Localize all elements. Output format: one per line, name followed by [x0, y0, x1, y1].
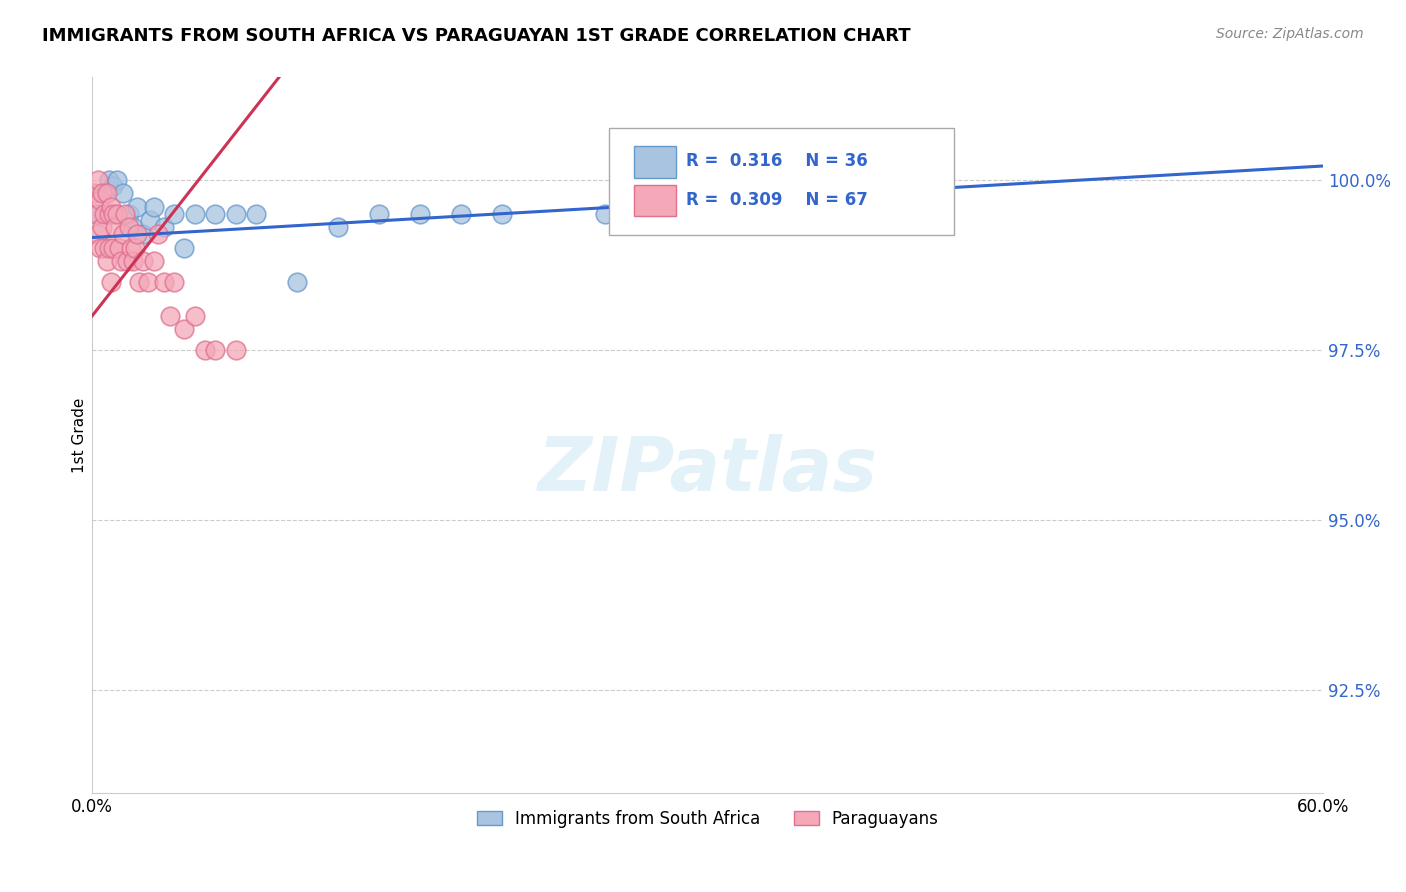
Point [114, 207, 136, 221]
Point [87, 227, 110, 241]
FancyBboxPatch shape [634, 146, 676, 178]
Point [136, 275, 159, 289]
Point [328, 220, 350, 235]
Point [153, 220, 176, 235]
Point [146, 227, 169, 241]
Point [127, 227, 149, 241]
Point [132, 227, 155, 241]
Point [84, 207, 107, 221]
Point [89, 193, 111, 207]
Point [122, 254, 145, 268]
Point [159, 309, 181, 323]
Point [101, 241, 124, 255]
Point [105, 172, 128, 186]
Point [173, 322, 195, 336]
Point [194, 343, 217, 357]
Point [225, 343, 247, 357]
Point [204, 343, 226, 357]
Point [100, 275, 122, 289]
Point [91, 186, 114, 201]
Point [115, 254, 138, 268]
Point [124, 241, 146, 255]
Point [100, 200, 122, 214]
Point [93, 207, 115, 221]
Point [696, 207, 718, 221]
Point [184, 207, 207, 221]
Point [101, 179, 124, 194]
FancyBboxPatch shape [634, 185, 676, 216]
Point [225, 207, 247, 221]
Point [122, 220, 145, 235]
Point [96, 186, 118, 201]
Point [163, 275, 186, 289]
Point [153, 275, 176, 289]
Legend: Immigrants from South Africa, Paraguayans: Immigrants from South Africa, Paraguayan… [470, 803, 945, 834]
Point [120, 241, 142, 255]
Point [118, 220, 141, 235]
Point [142, 200, 165, 214]
Point [593, 207, 616, 221]
Point [142, 254, 165, 268]
Y-axis label: 1st Grade: 1st Grade [72, 397, 87, 473]
Point [245, 207, 267, 221]
Point [89, 241, 111, 255]
Point [138, 213, 160, 227]
Point [97, 241, 120, 255]
Point [901, 159, 924, 173]
Point [118, 207, 141, 221]
Point [132, 254, 155, 268]
Text: Source: ZipAtlas.com: Source: ZipAtlas.com [1216, 27, 1364, 41]
Text: R =  0.316    N = 36: R = 0.316 N = 36 [686, 153, 868, 170]
Point [101, 207, 124, 221]
Point [163, 207, 186, 221]
Point [108, 241, 131, 255]
Point [128, 275, 150, 289]
Point [491, 207, 513, 221]
Point [83, 186, 105, 201]
FancyBboxPatch shape [609, 128, 953, 235]
Text: IMMIGRANTS FROM SOUTH AFRICA VS PARAGUAYAN 1ST GRADE CORRELATION CHART: IMMIGRANTS FROM SOUTH AFRICA VS PARAGUAY… [42, 27, 911, 45]
Point [127, 200, 149, 214]
Point [91, 186, 114, 201]
Point [97, 207, 120, 221]
Point [368, 207, 391, 221]
Point [450, 207, 472, 221]
Text: R =  0.309    N = 67: R = 0.309 N = 67 [686, 192, 868, 210]
Point [111, 186, 134, 201]
Point [184, 309, 207, 323]
Point [96, 254, 118, 268]
Point [799, 207, 821, 221]
Point [91, 220, 114, 235]
Point [285, 275, 308, 289]
Text: ZIPatlas: ZIPatlas [537, 434, 877, 508]
Point [111, 227, 134, 241]
Point [104, 220, 127, 235]
Point [97, 172, 120, 186]
Point [173, 241, 195, 255]
Point [409, 207, 432, 221]
Point [110, 254, 132, 268]
Point [87, 207, 110, 221]
Point [105, 207, 128, 221]
Point [93, 241, 115, 255]
Point [87, 172, 110, 186]
Point [204, 207, 226, 221]
